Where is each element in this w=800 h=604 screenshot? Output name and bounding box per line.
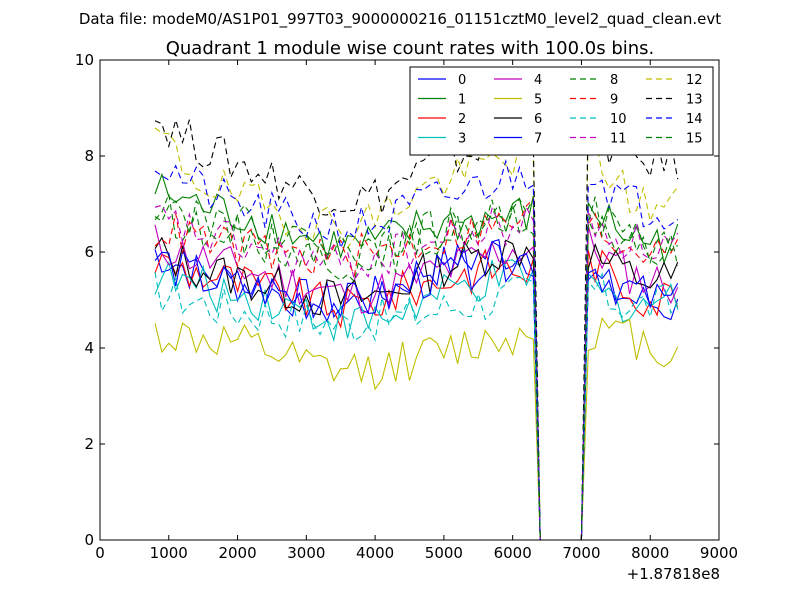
x-axis-offset-label: +1.87818e8 xyxy=(627,565,720,583)
x-tick-label: 8000 xyxy=(631,544,669,562)
series-line-9 xyxy=(154,197,679,541)
series-line-4 xyxy=(154,224,679,541)
y-tick-label: 0 xyxy=(84,531,94,549)
x-tick-label: 5000 xyxy=(425,544,463,562)
legend-label-8: 8 xyxy=(610,73,618,88)
x-tick-label: 2000 xyxy=(218,544,256,562)
legend-label-4: 4 xyxy=(534,73,542,88)
x-tick-label: 3000 xyxy=(287,544,325,562)
legend-label-1: 1 xyxy=(458,93,466,108)
y-tick-label: 8 xyxy=(84,147,94,165)
legend-label-14: 14 xyxy=(686,112,703,127)
chart-title: Quadrant 1 module wise count rates with … xyxy=(166,38,655,59)
legend-label-10: 10 xyxy=(610,112,627,127)
series-line-0 xyxy=(154,240,679,541)
figure-suptitle: Data file: modeM0/AS1P01_997T03_90000002… xyxy=(79,10,721,29)
legend-label-0: 0 xyxy=(458,73,466,88)
y-tick-label: 2 xyxy=(84,435,94,453)
legend-label-9: 9 xyxy=(610,93,618,108)
series-line-12 xyxy=(154,125,679,541)
series-line-7 xyxy=(154,238,679,541)
series-line-15 xyxy=(154,196,679,541)
series-line-1 xyxy=(154,172,679,541)
axes-border xyxy=(99,59,720,541)
y-tick-label: 10 xyxy=(75,51,94,69)
x-tick-label: 7000 xyxy=(562,544,600,562)
x-tick-label: 4000 xyxy=(356,544,394,562)
legend-label-6: 6 xyxy=(534,112,542,127)
series-line-3 xyxy=(154,259,679,541)
series-line-14 xyxy=(154,158,679,541)
legend-label-13: 13 xyxy=(686,93,703,108)
legend-label-15: 15 xyxy=(686,132,703,147)
y-tick-label: 6 xyxy=(84,243,94,261)
legend-box xyxy=(409,66,714,156)
series-line-5 xyxy=(154,316,679,541)
legend-label-2: 2 xyxy=(458,112,466,127)
y-tick-label: 4 xyxy=(84,339,94,357)
x-tick-label: 0 xyxy=(95,544,105,562)
x-tick-label: 9000 xyxy=(700,544,738,562)
series-line-11 xyxy=(154,204,679,541)
series-line-8 xyxy=(154,191,679,541)
x-tick-label: 1000 xyxy=(150,544,188,562)
legend-label-5: 5 xyxy=(534,93,542,108)
legend-label-12: 12 xyxy=(686,73,703,88)
legend-label-11: 11 xyxy=(610,132,627,147)
ticks-layer: 0 1000 2000 3000 4000 5000 6000 7000 8000 9000 0 2 4… xyxy=(75,51,738,562)
axes-frame xyxy=(99,59,720,541)
legend-label-7: 7 xyxy=(534,132,542,147)
x-tick-label: 6000 xyxy=(494,544,532,562)
legend-label-3: 3 xyxy=(458,132,466,147)
